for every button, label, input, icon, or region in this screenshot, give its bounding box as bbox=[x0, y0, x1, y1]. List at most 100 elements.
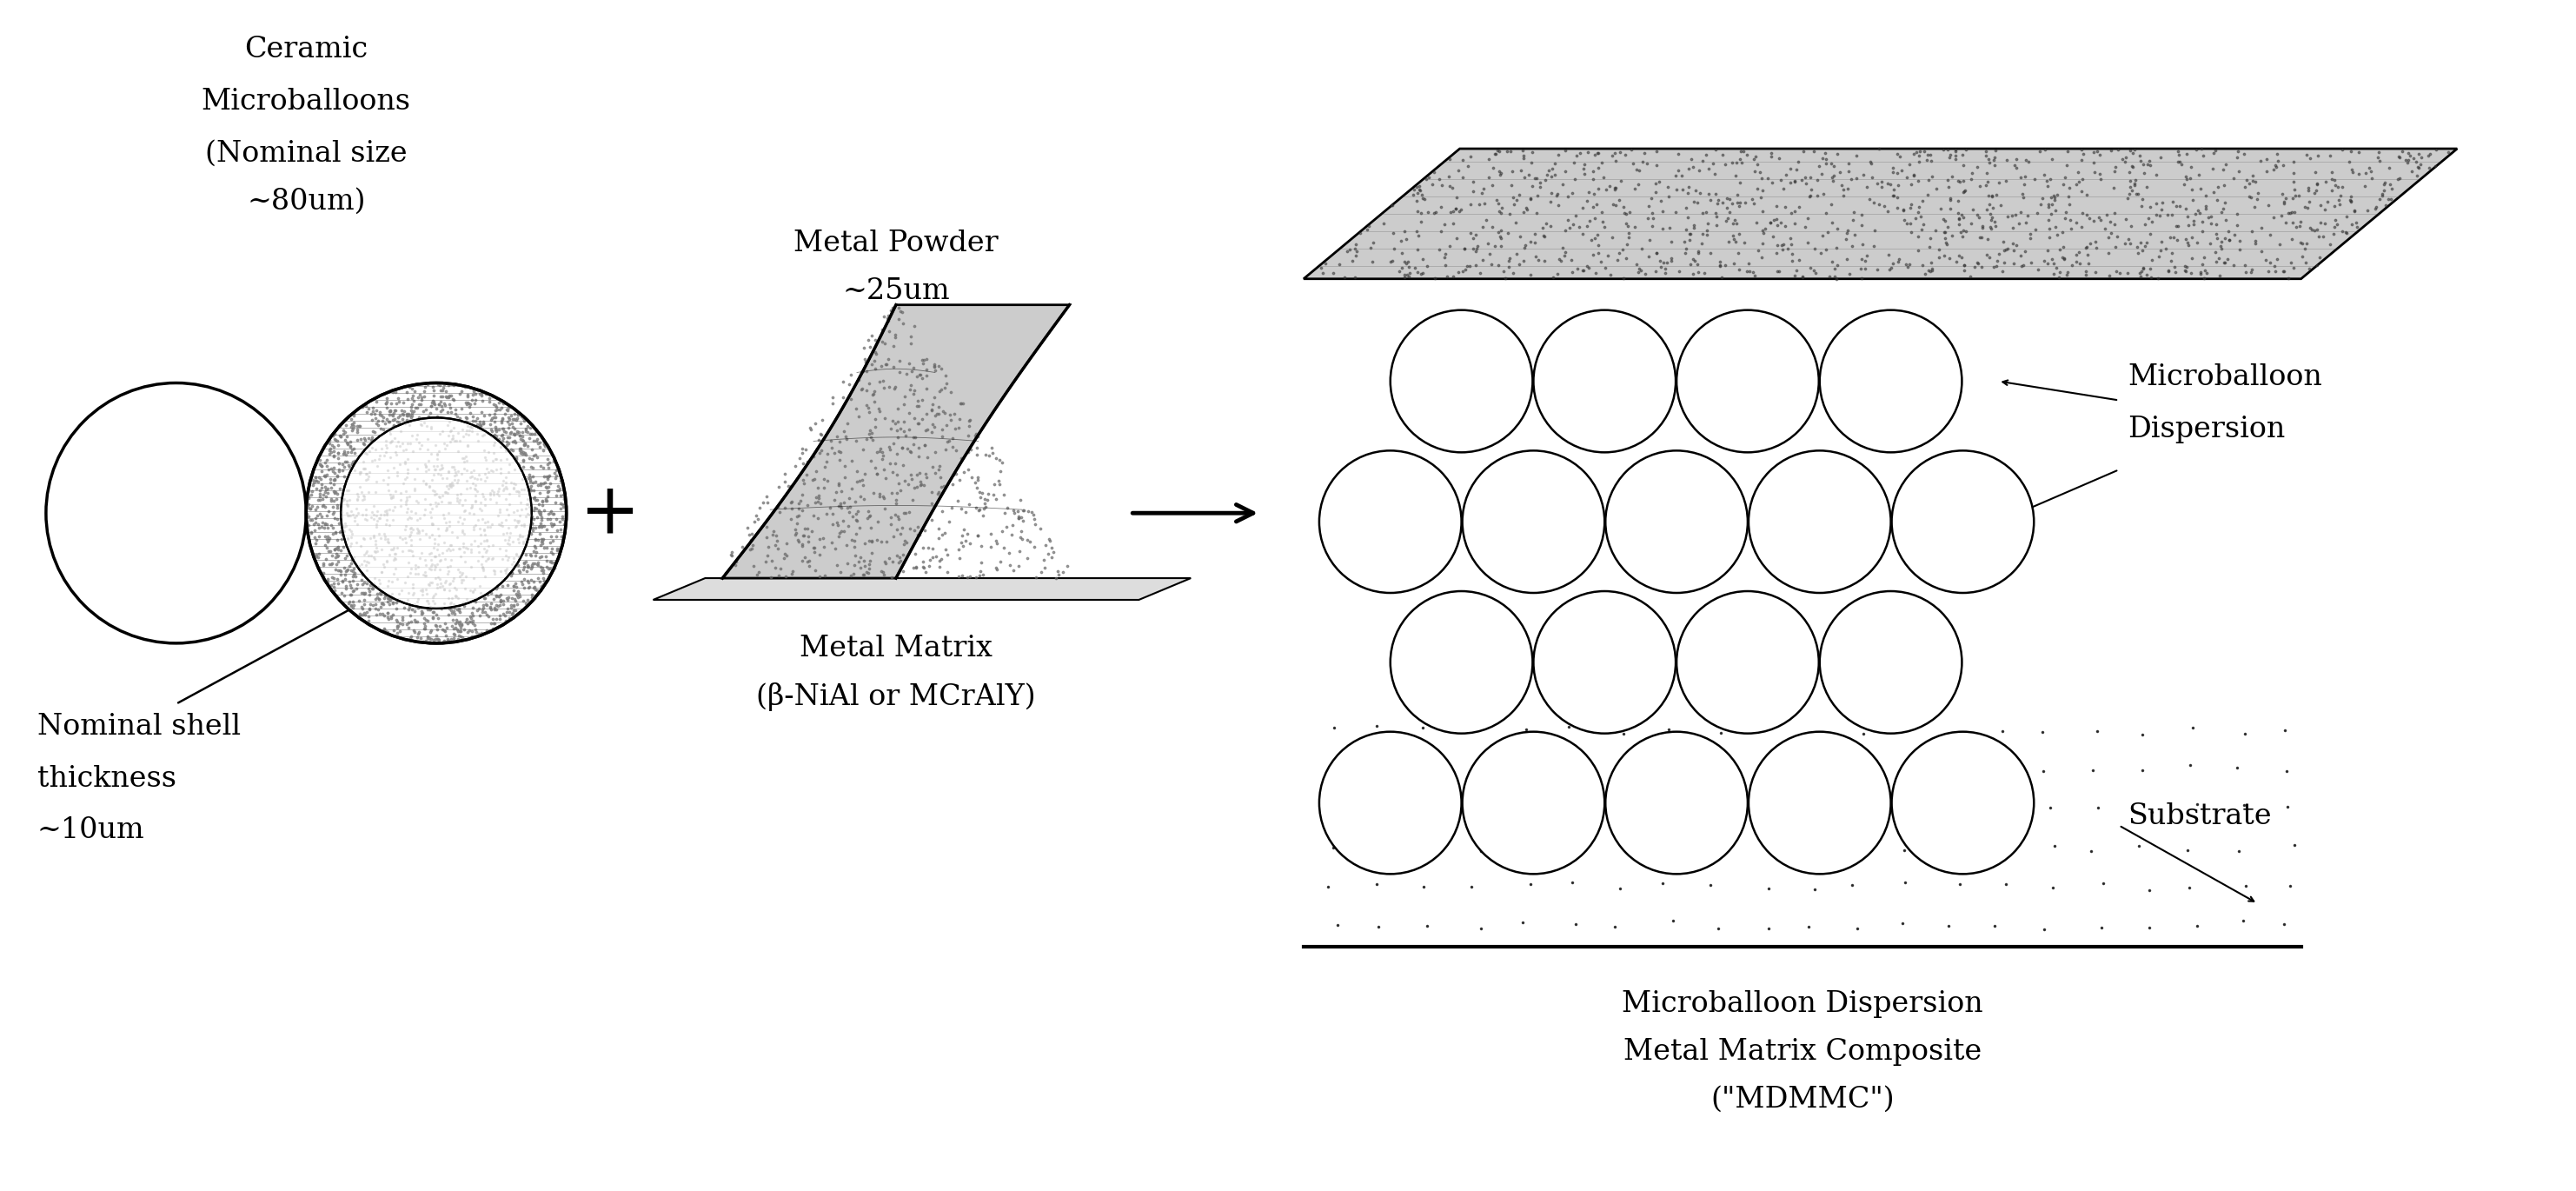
Point bbox=[489, 603, 531, 622]
Point bbox=[343, 398, 384, 417]
Point bbox=[871, 299, 912, 318]
Point bbox=[1401, 186, 1443, 205]
Point bbox=[389, 404, 430, 423]
Point bbox=[940, 393, 981, 412]
Point bbox=[376, 437, 417, 456]
Point bbox=[2154, 262, 2195, 281]
Point bbox=[415, 535, 456, 554]
Point bbox=[1605, 204, 1646, 223]
Point bbox=[464, 567, 505, 586]
Point bbox=[466, 459, 507, 478]
Point bbox=[366, 586, 407, 605]
Point bbox=[327, 545, 368, 565]
Point bbox=[835, 547, 876, 566]
Point bbox=[428, 484, 469, 503]
Point bbox=[863, 332, 904, 351]
Point bbox=[507, 468, 549, 487]
Point bbox=[2174, 141, 2215, 160]
Point bbox=[2287, 181, 2329, 200]
Point bbox=[309, 430, 350, 449]
Point bbox=[487, 534, 528, 553]
Point bbox=[518, 554, 559, 573]
Point bbox=[438, 612, 479, 631]
Point bbox=[487, 599, 528, 618]
Point bbox=[425, 518, 466, 537]
Point bbox=[332, 582, 374, 601]
Point bbox=[891, 361, 933, 380]
Point bbox=[2094, 157, 2136, 176]
Point bbox=[2045, 168, 2087, 187]
Point bbox=[337, 490, 379, 509]
Point bbox=[1883, 211, 1924, 230]
Point bbox=[721, 537, 762, 556]
Point bbox=[1726, 261, 1767, 280]
Point bbox=[922, 503, 963, 522]
Point bbox=[806, 505, 848, 524]
Point bbox=[520, 437, 562, 456]
Point bbox=[1582, 251, 1623, 270]
Point bbox=[747, 547, 788, 566]
Point bbox=[399, 604, 440, 623]
Point bbox=[489, 397, 531, 416]
Point bbox=[340, 555, 381, 574]
Point bbox=[1731, 262, 1772, 281]
Point bbox=[301, 478, 343, 497]
Point bbox=[1924, 247, 1965, 266]
Point bbox=[291, 523, 332, 542]
Point bbox=[492, 563, 533, 582]
Point bbox=[412, 515, 453, 534]
Point bbox=[515, 580, 556, 599]
Point bbox=[474, 404, 515, 423]
Point bbox=[1878, 252, 1919, 272]
Point bbox=[2236, 173, 2277, 192]
Point bbox=[2156, 230, 2197, 249]
Point bbox=[1479, 256, 1520, 275]
Point bbox=[2362, 185, 2403, 204]
Point bbox=[502, 457, 544, 476]
Point bbox=[1432, 179, 1473, 198]
Point bbox=[2020, 195, 2061, 214]
Point bbox=[304, 526, 345, 545]
Text: Metal Matrix: Metal Matrix bbox=[799, 635, 992, 662]
Point bbox=[420, 578, 461, 597]
Point bbox=[466, 605, 507, 624]
Point bbox=[951, 468, 992, 487]
Point bbox=[747, 487, 788, 506]
Point bbox=[327, 529, 368, 548]
Point bbox=[337, 423, 379, 442]
Point bbox=[361, 509, 402, 528]
Point bbox=[471, 461, 513, 480]
Point bbox=[397, 520, 438, 540]
Point bbox=[502, 480, 544, 499]
Point bbox=[2004, 150, 2045, 169]
Point bbox=[1667, 239, 1708, 258]
Point bbox=[868, 306, 909, 325]
Point bbox=[914, 355, 956, 374]
Point bbox=[1953, 163, 1994, 182]
Point bbox=[345, 511, 386, 530]
Point bbox=[1922, 210, 1963, 229]
Point bbox=[350, 430, 392, 449]
Point bbox=[304, 467, 345, 486]
Point bbox=[402, 388, 443, 407]
Point bbox=[358, 570, 399, 590]
Point bbox=[477, 576, 518, 596]
Point bbox=[456, 551, 497, 570]
Point bbox=[793, 506, 835, 525]
Point bbox=[1850, 154, 1891, 173]
Point bbox=[487, 559, 528, 578]
Point bbox=[1445, 257, 1486, 276]
Point bbox=[471, 461, 513, 480]
Point bbox=[1832, 170, 1873, 189]
Point bbox=[397, 425, 438, 444]
Point bbox=[819, 476, 860, 495]
Point bbox=[353, 574, 394, 593]
Point bbox=[366, 394, 407, 413]
Point bbox=[2378, 170, 2419, 189]
Point bbox=[410, 444, 451, 463]
Point bbox=[1381, 243, 1422, 262]
Point bbox=[765, 534, 806, 553]
Point bbox=[827, 498, 868, 517]
Point bbox=[479, 479, 520, 498]
Point bbox=[453, 479, 495, 498]
